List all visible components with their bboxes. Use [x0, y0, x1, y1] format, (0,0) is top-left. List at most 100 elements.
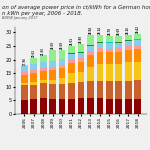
Bar — [49, 84, 56, 99]
Bar — [68, 63, 75, 73]
Text: 28.69: 28.69 — [117, 27, 121, 35]
Text: n kWh per year, 2006 - 2018.: n kWh per year, 2006 - 2018. — [2, 11, 82, 15]
Bar — [78, 72, 84, 82]
Bar — [21, 83, 28, 85]
Text: 28.84: 28.84 — [88, 26, 92, 34]
Bar — [125, 41, 132, 46]
Bar — [97, 42, 103, 43]
Bar — [97, 64, 103, 81]
Bar — [87, 46, 94, 51]
Bar — [49, 61, 56, 67]
Bar — [97, 52, 103, 64]
Bar — [40, 68, 46, 71]
Bar — [97, 48, 103, 52]
Bar — [59, 59, 65, 65]
Bar — [78, 44, 84, 52]
Bar — [125, 40, 132, 41]
Bar — [40, 55, 46, 62]
Bar — [59, 99, 65, 114]
Bar — [59, 65, 65, 68]
Text: 29.16: 29.16 — [126, 26, 130, 34]
Bar — [68, 46, 75, 53]
Bar — [21, 100, 28, 114]
Bar — [116, 48, 122, 52]
Text: 28.70: 28.70 — [107, 27, 111, 35]
Bar — [49, 70, 56, 80]
Text: 29.14: 29.14 — [98, 26, 102, 34]
Bar — [87, 55, 94, 67]
Bar — [106, 52, 113, 64]
Bar — [97, 81, 103, 98]
Bar — [97, 43, 103, 48]
Text: 25.01: 25.01 — [70, 38, 74, 45]
Bar — [30, 99, 37, 114]
Bar — [49, 67, 56, 70]
Bar — [68, 83, 75, 99]
Bar — [87, 45, 94, 46]
Bar — [97, 35, 103, 42]
Bar — [78, 82, 84, 98]
Bar — [116, 52, 122, 64]
Bar — [116, 64, 122, 81]
Bar — [49, 99, 56, 114]
Bar — [87, 81, 94, 98]
Bar — [21, 75, 28, 83]
Bar — [30, 73, 37, 82]
Bar — [40, 98, 46, 114]
Bar — [78, 58, 84, 62]
Bar — [78, 62, 84, 72]
Bar — [106, 81, 113, 99]
Text: 29.42: 29.42 — [136, 25, 140, 33]
Bar — [116, 36, 122, 42]
Bar — [21, 66, 28, 72]
Bar — [21, 72, 28, 75]
Bar — [106, 49, 113, 52]
Bar — [134, 39, 141, 40]
Bar — [134, 50, 141, 61]
Text: 20.63: 20.63 — [32, 50, 36, 57]
Bar — [106, 64, 113, 81]
Bar — [125, 35, 132, 40]
Bar — [40, 71, 46, 80]
Bar — [106, 36, 113, 42]
Bar — [49, 50, 56, 61]
Bar — [87, 35, 94, 45]
Bar — [59, 68, 65, 78]
Text: BDEW January 2017: BDEW January 2017 — [2, 16, 37, 21]
Bar — [40, 62, 46, 68]
Bar — [87, 67, 94, 81]
Bar — [97, 98, 103, 114]
Text: on of average power price in ct/kWh for a German household: on of average power price in ct/kWh for … — [2, 4, 150, 9]
Text: 17.96: 17.96 — [22, 57, 26, 65]
Bar — [125, 46, 132, 50]
Bar — [134, 80, 141, 99]
Bar — [134, 34, 141, 39]
Bar — [125, 50, 132, 62]
Bar — [134, 46, 141, 50]
Bar — [30, 70, 37, 73]
Bar — [116, 99, 122, 114]
Text: 25.89: 25.89 — [79, 35, 83, 43]
Text: 23.69: 23.69 — [60, 41, 64, 49]
Bar — [68, 59, 75, 63]
Bar — [68, 53, 75, 54]
Bar — [134, 40, 141, 46]
Bar — [59, 78, 65, 84]
Bar — [68, 99, 75, 114]
Bar — [78, 52, 84, 53]
Bar — [59, 84, 65, 99]
Bar — [30, 82, 37, 85]
Bar — [21, 65, 28, 66]
Bar — [78, 98, 84, 114]
Bar — [125, 62, 132, 81]
Bar — [106, 42, 113, 43]
Bar — [68, 73, 75, 83]
Bar — [40, 83, 46, 98]
Bar — [40, 80, 46, 83]
Bar — [134, 61, 141, 80]
Text: 23.69: 23.69 — [51, 41, 55, 49]
Bar — [106, 43, 113, 49]
Bar — [116, 81, 122, 99]
Bar — [68, 54, 75, 59]
Bar — [134, 99, 141, 114]
